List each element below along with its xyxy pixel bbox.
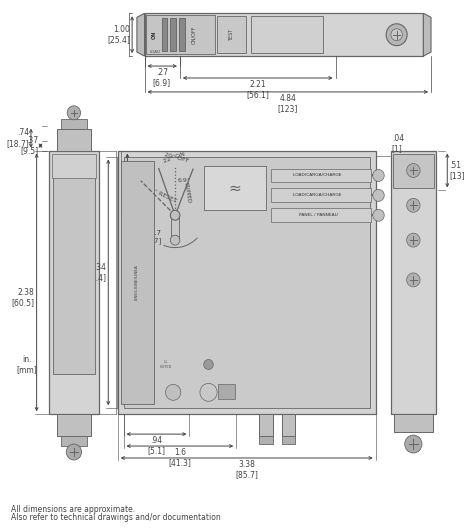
Bar <box>393 154 434 188</box>
Text: ON/OFF: ON/OFF <box>192 25 197 44</box>
Text: [mm]: [mm] <box>17 365 37 374</box>
Circle shape <box>67 106 81 120</box>
Text: Also refer to technical drawings and/or documentation: Also refer to technical drawings and/or … <box>11 513 220 522</box>
Circle shape <box>165 384 181 400</box>
Circle shape <box>391 29 402 41</box>
Text: R  .7
   [17]: R .7 [17] <box>139 230 161 244</box>
Bar <box>61 436 87 446</box>
Circle shape <box>373 189 384 201</box>
Bar <box>271 169 371 182</box>
Text: 6.9°: 6.9° <box>178 178 191 183</box>
Text: 2.38
[60.5]: 2.38 [60.5] <box>12 288 35 307</box>
Text: 2.21
[56.1]: 2.21 [56.1] <box>247 80 270 99</box>
Bar <box>146 15 215 54</box>
Circle shape <box>405 435 422 453</box>
Bar <box>204 165 266 210</box>
Bar <box>394 414 433 432</box>
Bar <box>123 156 370 408</box>
Text: LOAD/CARGA/CHARGE: LOAD/CARGA/CHARGE <box>294 173 343 178</box>
Circle shape <box>66 444 82 460</box>
Text: .37
[9.5]: .37 [9.5] <box>21 136 39 155</box>
Text: TEST: TEST <box>229 29 234 41</box>
Text: LOAD/CARGA/CHARGE: LOAD/CARGA/CHARGE <box>294 193 343 197</box>
Bar <box>218 384 235 399</box>
Bar <box>391 151 436 414</box>
Text: ≈: ≈ <box>228 180 241 196</box>
Text: PANEL / PANNEAU: PANEL / PANNEAU <box>299 213 338 217</box>
Bar <box>282 414 295 436</box>
Circle shape <box>373 209 384 221</box>
Circle shape <box>386 24 407 46</box>
Bar <box>118 151 376 414</box>
Circle shape <box>373 170 384 181</box>
Bar <box>259 436 273 444</box>
Text: .04
[1]: .04 [1] <box>392 134 404 154</box>
Text: 20° OFF: 20° OFF <box>164 152 189 164</box>
Text: 2.34
[59.4]: 2.34 [59.4] <box>83 263 106 282</box>
Bar <box>57 129 91 151</box>
Text: LOAD: LOAD <box>149 50 161 54</box>
Text: 22° ON: 22° ON <box>162 152 185 164</box>
Bar <box>217 16 246 53</box>
Text: .74
[18.7]: .74 [18.7] <box>6 128 29 148</box>
Bar <box>57 414 91 436</box>
Circle shape <box>171 235 180 245</box>
Text: LINE/LIGNE/LINEA: LINE/LIGNE/LINEA <box>135 264 139 301</box>
Circle shape <box>200 383 217 401</box>
Bar <box>171 19 176 51</box>
Text: 1.6
[41.3]: 1.6 [41.3] <box>168 448 192 467</box>
Bar <box>121 161 154 404</box>
Circle shape <box>171 210 180 220</box>
Text: UL
LISTED: UL LISTED <box>159 360 172 369</box>
Text: All dimensions are approximate.: All dimensions are approximate. <box>11 505 135 514</box>
Text: in.: in. <box>22 356 32 365</box>
Text: .27
[6.9]: .27 [6.9] <box>153 68 171 87</box>
Bar <box>144 13 424 56</box>
Text: ON: ON <box>151 31 157 39</box>
Bar <box>171 215 179 240</box>
Text: 4.84
[123]: 4.84 [123] <box>278 94 298 113</box>
Bar <box>61 119 87 129</box>
Bar <box>49 151 99 414</box>
Bar <box>271 188 371 202</box>
Bar <box>259 414 273 436</box>
Bar <box>53 161 95 374</box>
Polygon shape <box>137 13 144 56</box>
Text: 26° RESET: 26° RESET <box>145 186 178 204</box>
Bar <box>179 19 185 51</box>
Text: TRIPPED: TRIPPED <box>183 182 192 204</box>
Text: .31
[7.9]: .31 [7.9] <box>125 173 144 192</box>
Text: 3.38
[85.7]: 3.38 [85.7] <box>235 460 258 479</box>
Bar <box>271 208 371 222</box>
Text: .94
[5.1]: .94 [5.1] <box>147 436 165 455</box>
Bar <box>252 16 323 53</box>
Circle shape <box>407 233 420 247</box>
Circle shape <box>407 198 420 213</box>
Polygon shape <box>424 13 431 56</box>
Bar <box>162 19 167 51</box>
Bar <box>282 436 295 444</box>
Circle shape <box>204 359 213 369</box>
Circle shape <box>407 164 420 178</box>
Text: .51
[13]: .51 [13] <box>449 161 465 180</box>
Circle shape <box>407 273 420 287</box>
Bar <box>52 154 96 179</box>
Text: 1.00
[25.4]: 1.00 [25.4] <box>107 25 130 45</box>
